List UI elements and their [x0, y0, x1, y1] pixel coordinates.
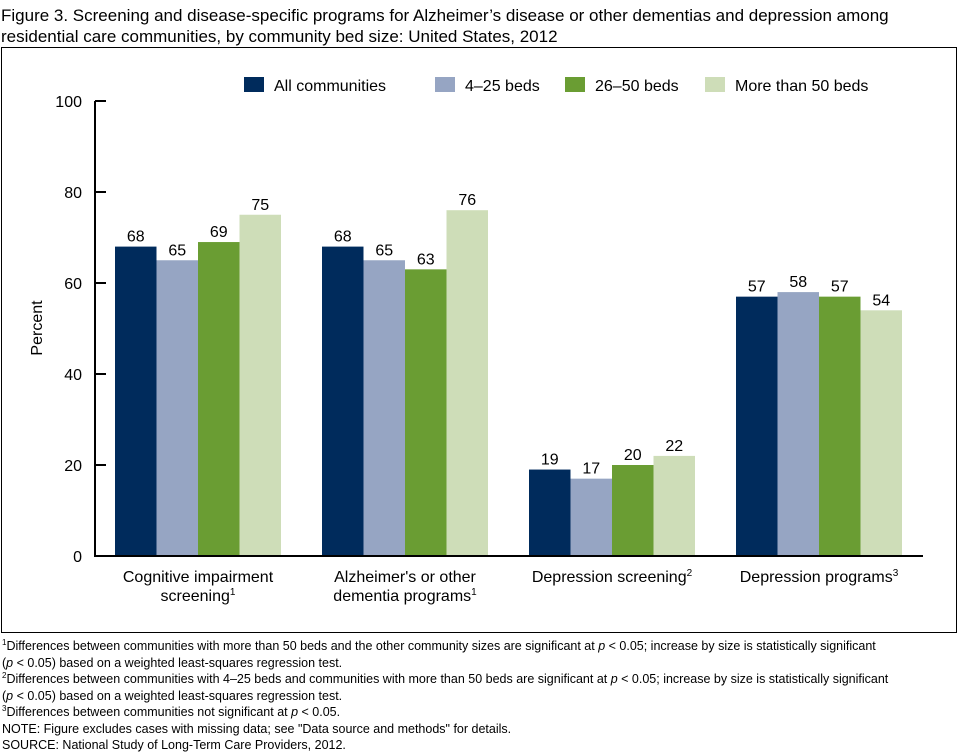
category-label-text: screening [161, 588, 230, 605]
footnote-text: ( [2, 655, 7, 670]
category-label-text: Alzheimer's or other [334, 569, 476, 586]
y-tick-label: 80 [64, 185, 82, 202]
value-label: 57 [748, 279, 766, 296]
category-labels: Cognitive impairmentscreening1Alzheimer'… [123, 568, 899, 605]
legend-label: 4–25 beds [465, 78, 540, 95]
legend-swatch [705, 77, 725, 92]
footnote-text: < 0.05; increase by size is statisticall… [617, 672, 889, 686]
y-tick-label: 60 [64, 276, 82, 293]
legend-swatch [435, 77, 455, 92]
value-label: 58 [789, 274, 807, 291]
footnote-marker: 3 [893, 568, 899, 579]
bar [653, 455, 695, 556]
bar [612, 465, 654, 556]
footnote-marker: 3 [2, 704, 7, 713]
bar [239, 214, 281, 556]
legend: All communities 4–25 beds 26–50 beds More t… [244, 77, 868, 95]
category-label: dementia programs1 [333, 587, 477, 605]
footnote-line: 1Differences between communities with mo… [2, 638, 957, 655]
legend-label: All communities [274, 78, 386, 95]
category-label-text: Cognitive impairment [123, 569, 274, 586]
footnote-text: < 0.05) based on a weighted least-square… [13, 688, 343, 703]
value-label: 22 [665, 438, 683, 455]
bar [115, 246, 157, 556]
chart-frame [1, 47, 957, 633]
footnote-text: < 0.05. [298, 705, 341, 719]
value-label: 65 [375, 242, 393, 259]
footnote-text: NOTE: Figure excludes cases with missing… [2, 721, 512, 736]
footnote-line: (p < 0.05) based on a weighted least-squ… [2, 655, 957, 672]
footnote-italic: p [6, 688, 14, 703]
bar [156, 260, 198, 556]
bar [363, 260, 405, 556]
footnote-line: SOURCE: National Study of Long-Term Care… [2, 737, 957, 754]
footnote-marker: 1 [2, 638, 7, 647]
value-labels: 68 68 19 57 65 65 17 58 69 63 20 57 75 76 22 54 [127, 192, 890, 477]
footnote-italic: p [610, 672, 618, 686]
bar [570, 478, 612, 556]
footnote-text: < 0.05; increase by size is statisticall… [605, 639, 876, 653]
footnote-marker: 1 [230, 587, 236, 598]
category-label: Depression programs3 [740, 568, 899, 586]
footnotes: 1Differences between communities with mo… [2, 638, 957, 754]
value-label: 19 [541, 452, 559, 469]
footnote-marker: 2 [2, 671, 7, 680]
bar [405, 269, 447, 556]
bar [529, 469, 571, 556]
footnote-italic: p [291, 705, 299, 719]
bar [322, 246, 364, 556]
y-tick-label: 0 [73, 549, 82, 566]
legend-swatch [565, 77, 585, 92]
category-label-text: Depression screening [532, 569, 687, 586]
value-label: 75 [251, 197, 269, 214]
value-label: 20 [624, 447, 642, 464]
y-tick-label: 20 [64, 458, 82, 475]
y-axis: 0 20 40 60 80 100 [55, 94, 106, 566]
value-label: 68 [334, 229, 352, 246]
category-label-text: dementia programs [333, 588, 471, 605]
footnote-marker: 1 [471, 587, 477, 598]
legend-label: More than 50 beds [735, 78, 868, 95]
legend-label: 26–50 beds [595, 78, 679, 95]
value-label: 68 [127, 229, 145, 246]
value-label: 65 [168, 242, 186, 259]
figure-title: Figure 3. Screening and disease-specific… [1, 6, 889, 46]
bars [115, 210, 902, 557]
bar [446, 210, 488, 556]
footnote-line: NOTE: Figure excludes cases with missing… [2, 721, 957, 738]
footnote-text: ( [2, 688, 7, 703]
bar [736, 296, 778, 556]
value-label: 63 [417, 251, 435, 268]
category-label: Cognitive impairment [123, 569, 274, 586]
category-label-text: Depression programs [740, 569, 893, 586]
value-label: 57 [831, 279, 849, 296]
footnote-text: Differences between communities with mor… [6, 639, 599, 653]
footnote-line: 3Differences between communities not sig… [2, 704, 957, 721]
bar [860, 310, 902, 556]
footnote-italic: p [6, 655, 14, 670]
category-label: Alzheimer's or other [334, 569, 476, 586]
bar [198, 242, 240, 557]
legend-swatch [244, 77, 264, 92]
footnote-italic: p [598, 639, 606, 653]
footnote-text: SOURCE: National Study of Long-Term Care… [2, 738, 346, 752]
value-label: 17 [582, 461, 600, 478]
footnote-text: Differences between communities not sign… [6, 705, 292, 719]
category-label: Depression screening2 [532, 568, 693, 586]
footnote-text: Differences between communities with 4–2… [6, 672, 611, 686]
bar [777, 292, 819, 556]
category-label: screening1 [161, 587, 236, 605]
footnote-marker: 2 [687, 568, 693, 579]
footnote-text: < 0.05) based on a weighted least-square… [13, 655, 343, 670]
bar [819, 296, 861, 556]
value-label: 76 [458, 192, 476, 209]
footnote-line: (p < 0.05) based on a weighted least-squ… [2, 688, 957, 705]
y-axis-label: Percent [29, 300, 46, 356]
y-tick-label: 100 [55, 94, 82, 111]
value-label: 69 [210, 224, 228, 241]
footnote-line: 2Differences between communities with 4–… [2, 671, 957, 688]
value-label: 54 [872, 292, 890, 309]
y-tick-label: 40 [64, 367, 82, 384]
